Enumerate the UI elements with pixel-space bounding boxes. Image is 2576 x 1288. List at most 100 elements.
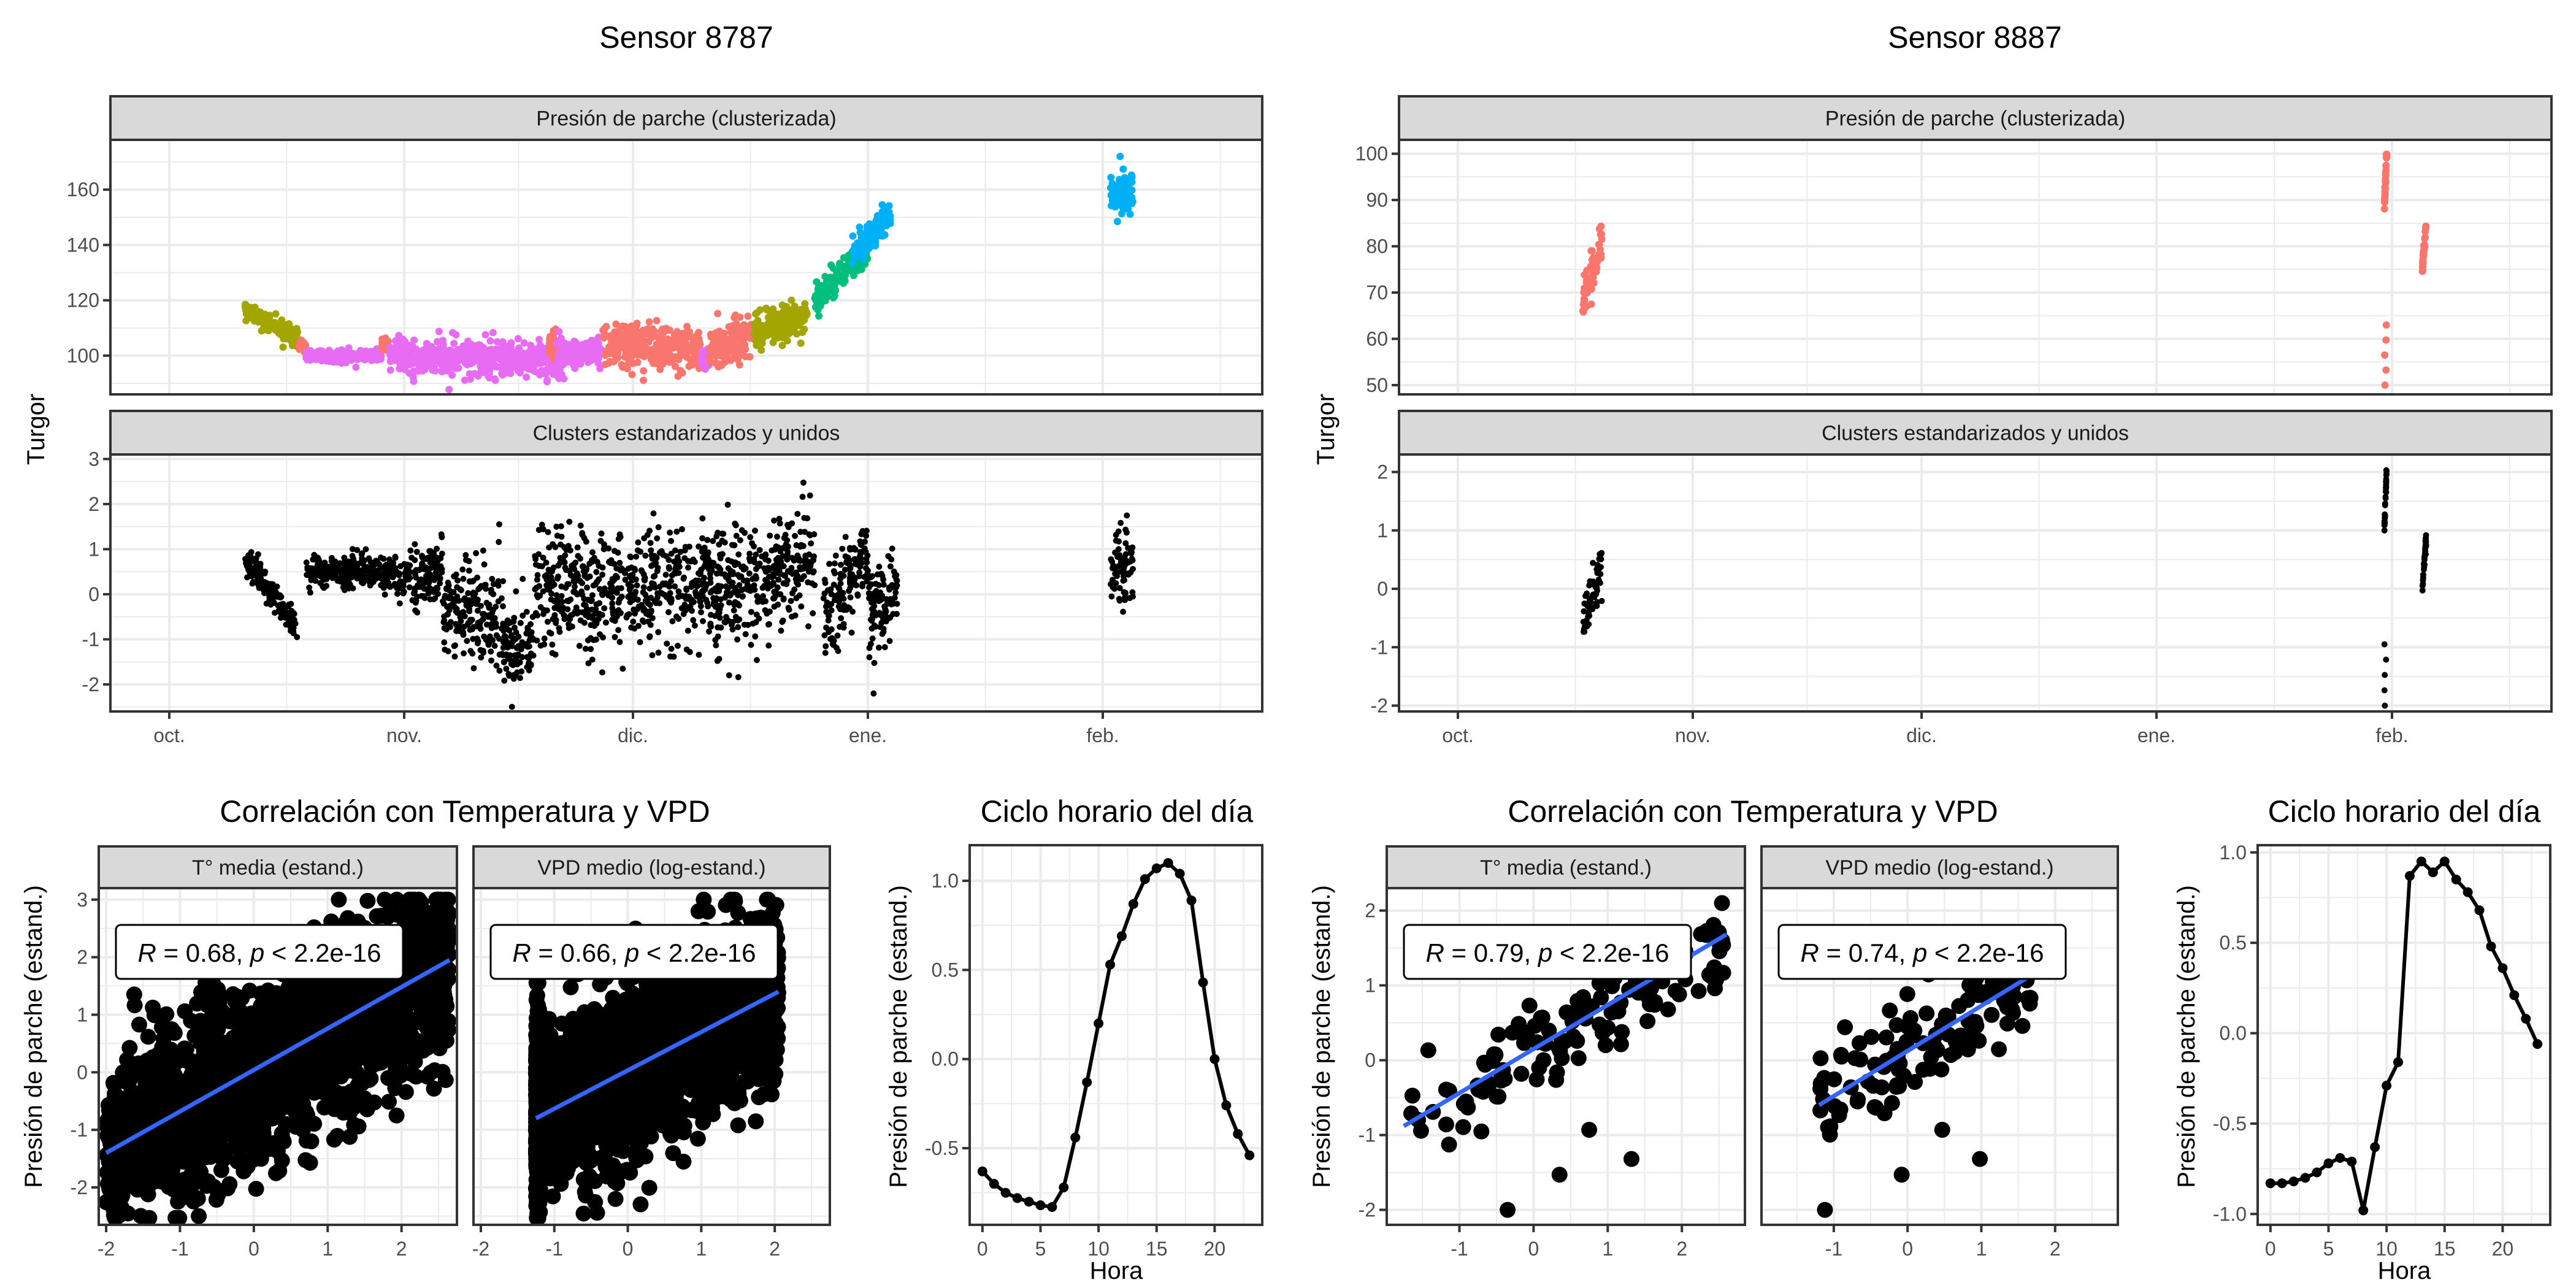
data-point <box>1127 196 1135 204</box>
data-point <box>489 610 496 616</box>
data-point <box>717 555 724 562</box>
data-point <box>676 343 684 351</box>
data-point <box>880 215 887 223</box>
data-point <box>536 583 543 589</box>
data-point <box>531 368 539 376</box>
data-point <box>312 350 320 358</box>
data-point <box>490 581 497 588</box>
data-point <box>484 362 492 370</box>
data-point <box>481 633 488 640</box>
data-point <box>480 648 486 654</box>
data-point <box>290 610 297 616</box>
data-point <box>893 584 900 591</box>
data-point <box>559 608 565 615</box>
data-point <box>584 585 591 591</box>
data-point <box>588 597 595 604</box>
data-point <box>485 374 493 381</box>
data-point <box>660 551 667 558</box>
data-point <box>2382 153 2390 161</box>
data-point <box>434 338 442 346</box>
data-point <box>418 367 426 375</box>
data-point <box>777 548 784 554</box>
data-point <box>640 589 646 596</box>
data-point <box>560 375 568 383</box>
data-point <box>2382 500 2388 507</box>
data-point <box>645 611 652 618</box>
data-point <box>450 340 458 348</box>
data-point <box>242 556 249 562</box>
data-point <box>488 657 495 664</box>
data-point <box>729 542 735 548</box>
data-point <box>746 353 754 361</box>
data-point <box>345 564 352 570</box>
data-point <box>654 568 661 575</box>
data-point <box>659 580 666 587</box>
data-point <box>445 582 452 589</box>
data-point <box>474 574 481 581</box>
data-point <box>748 642 754 648</box>
data-point <box>2420 580 2426 587</box>
data-point <box>563 567 570 573</box>
data-point <box>846 588 853 594</box>
data-point <box>744 312 752 320</box>
data-point <box>497 364 505 372</box>
data-point <box>1120 188 1128 196</box>
data-point <box>516 675 523 681</box>
data-point <box>615 627 622 634</box>
data-point <box>862 548 869 555</box>
data-point <box>863 527 870 534</box>
data-point <box>654 333 662 341</box>
data-point <box>605 559 612 565</box>
data-point <box>553 619 559 626</box>
data-point <box>675 615 682 622</box>
data-point <box>780 617 786 624</box>
data-point <box>329 571 335 578</box>
data-point <box>535 594 542 600</box>
data-point <box>410 368 418 376</box>
data-point <box>629 572 636 578</box>
data-point <box>1595 566 1601 573</box>
data-point <box>878 201 886 209</box>
data-point <box>808 540 815 547</box>
data-point <box>879 573 886 580</box>
data-point <box>669 618 676 624</box>
data-point <box>498 369 506 377</box>
data-point <box>2423 538 2429 545</box>
data-point <box>273 589 280 596</box>
data-point <box>447 349 454 357</box>
data-point <box>684 627 691 634</box>
data-point <box>645 318 653 326</box>
data-point <box>272 310 280 318</box>
data-point <box>746 555 753 562</box>
data-point <box>1121 589 1127 596</box>
data-point <box>635 539 642 546</box>
data-point <box>702 581 709 588</box>
data-point <box>733 532 740 539</box>
data-point <box>619 665 626 672</box>
data-point <box>493 662 500 669</box>
data-point <box>868 599 875 606</box>
data-point <box>710 538 716 545</box>
data-point <box>716 615 723 621</box>
data-point <box>513 629 519 636</box>
data-point <box>492 347 500 355</box>
data-point <box>588 622 594 629</box>
data-point <box>388 351 396 359</box>
y-tick-label: 100 <box>67 345 99 367</box>
data-point <box>770 570 777 577</box>
data-point <box>1581 296 1589 304</box>
data-point <box>496 539 502 545</box>
data-point <box>642 553 649 559</box>
data-point <box>452 642 459 649</box>
data-point <box>466 605 472 612</box>
data-point <box>632 327 640 335</box>
data-point <box>785 543 792 550</box>
data-point <box>358 567 364 574</box>
data-point <box>1593 579 1600 586</box>
data-point <box>578 341 586 349</box>
data-point <box>714 350 722 358</box>
data-point <box>882 606 889 613</box>
data-point <box>782 532 789 539</box>
data-point <box>398 352 406 360</box>
data-point <box>264 583 271 590</box>
